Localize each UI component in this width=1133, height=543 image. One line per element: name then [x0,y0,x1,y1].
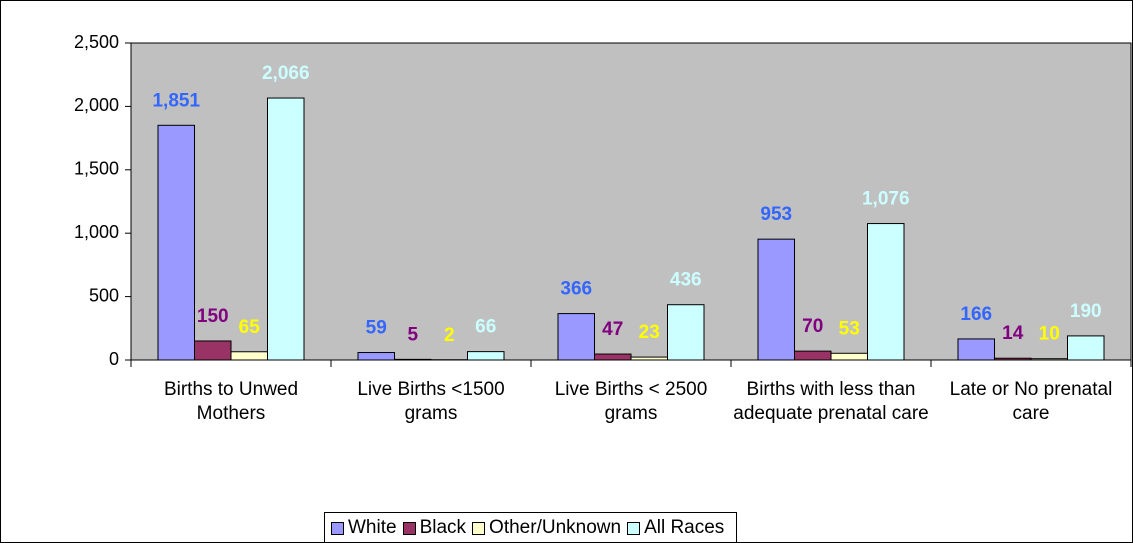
bar [830,352,868,361]
legend-swatch [472,521,486,535]
y-tick-label: 1,500 [74,159,119,179]
legend: White Black Other/Unknown All Races [324,512,738,542]
data-label: 65 [239,317,261,338]
legend-item: All Races [627,517,724,539]
x-tick-label: Births with less than adequate prenatal … [733,379,929,424]
bar [267,97,305,361]
y-tick-label: 500 [89,285,119,305]
legend-swatch [402,521,416,535]
data-label: 436 [670,270,702,291]
data-label: 953 [760,204,792,225]
data-label: 14 [1002,323,1024,344]
bar [357,352,395,361]
bar [194,340,232,361]
legend-item: Black [402,517,467,539]
legend-label: All Races [644,517,725,538]
x-tick-label: Live Births <1500 grams [357,379,505,424]
x-tick-label: Late or No prenatal care [949,379,1113,424]
data-label: 47 [602,319,623,340]
data-label: 1,076 [862,189,910,210]
bar [594,353,632,361]
data-label: 5 [407,324,418,345]
data-label: 10 [1039,324,1060,345]
legend-item: Other/Unknown [472,517,621,539]
y-tick-label: 1,000 [74,222,119,242]
data-label: 150 [197,306,229,327]
data-label: 59 [366,318,387,339]
data-label: 2 [444,325,455,346]
data-label: 190 [1070,301,1102,322]
bar [867,223,905,361]
bar [230,351,268,361]
y-tick-label: 2,000 [74,95,119,115]
data-label: 366 [560,279,592,300]
x-tick-label: Live Births < 2500 grams [554,379,708,424]
bar [157,124,195,361]
data-label: 70 [802,316,823,337]
x-tick-label: Births to Unwed Mothers [163,379,299,424]
bar [667,304,705,361]
data-label: 53 [839,318,860,339]
bar [467,351,505,361]
y-tick-label: 0 [109,349,119,369]
data-label: 1,851 [152,90,200,111]
legend-item: White [331,517,397,539]
legend-swatch [331,521,344,535]
bar [794,350,832,361]
bar [557,313,595,361]
bar [957,338,995,361]
legend-label: White [348,517,397,538]
data-label: 66 [475,317,496,338]
bar [757,238,795,361]
bar [1067,335,1105,361]
data-label: 166 [960,304,992,325]
data-label: 23 [639,322,660,343]
legend-label: Other/Unknown [489,517,622,538]
data-label: 2,066 [262,63,310,84]
y-tick-label: 2,500 [74,32,119,52]
legend-label: Black [419,517,467,538]
legend-swatch [627,521,641,535]
